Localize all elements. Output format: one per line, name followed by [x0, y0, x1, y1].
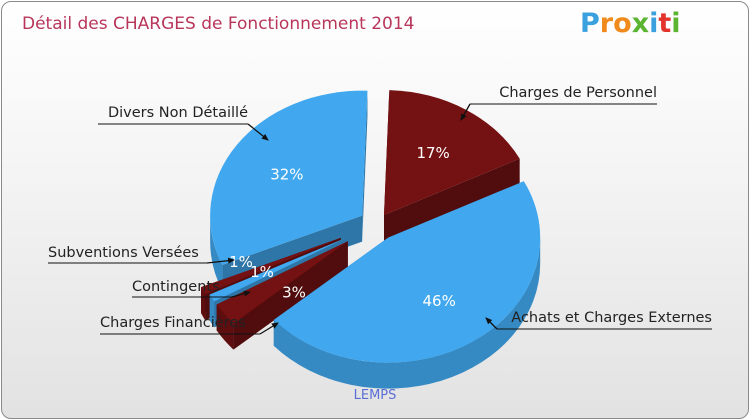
chart-title: Détail des CHARGES de Fonctionnement 201…	[22, 14, 415, 34]
leader-arrow	[460, 103, 471, 121]
logo-letter: x	[631, 8, 650, 39]
slice-category-label: Charges de Personnel	[499, 85, 657, 101]
slice-percent-label: 1%	[250, 263, 274, 281]
slice-category-label: Subventions Versées	[48, 245, 199, 261]
proxiti-logo: Proxiti	[580, 8, 681, 42]
slice-percent-label: 1%	[229, 253, 253, 271]
logo-letter: t	[658, 8, 672, 39]
leader-arrow	[259, 322, 279, 335]
logo-letter: o	[613, 8, 632, 39]
slice-category-label: Contingents	[132, 279, 220, 295]
commune-name: LEMPS	[353, 388, 397, 403]
slice-percent-label: 3%	[282, 283, 306, 301]
leader-arrow	[485, 317, 498, 330]
logo-letter: i	[671, 8, 681, 39]
logo-letter: r	[599, 8, 614, 39]
slice-category-label: Divers Non Détaillé	[108, 105, 248, 121]
leader-arrow	[247, 123, 269, 141]
slice-percent-label: 46%	[423, 292, 456, 310]
pie-slice	[216, 241, 348, 350]
pie-slice	[273, 181, 541, 389]
logo-letter: P	[580, 8, 600, 39]
leader-arrow	[231, 290, 251, 298]
slice-percent-label: 17%	[416, 144, 449, 162]
slice-percent-label: 32%	[270, 165, 303, 183]
pie-slice	[384, 90, 520, 242]
leader-arrow	[206, 257, 235, 264]
slice-category-label: Charges Financières	[100, 315, 246, 331]
logo-letter: i	[649, 8, 659, 39]
slice-category-label: Achats et Charges Externes	[511, 310, 712, 326]
